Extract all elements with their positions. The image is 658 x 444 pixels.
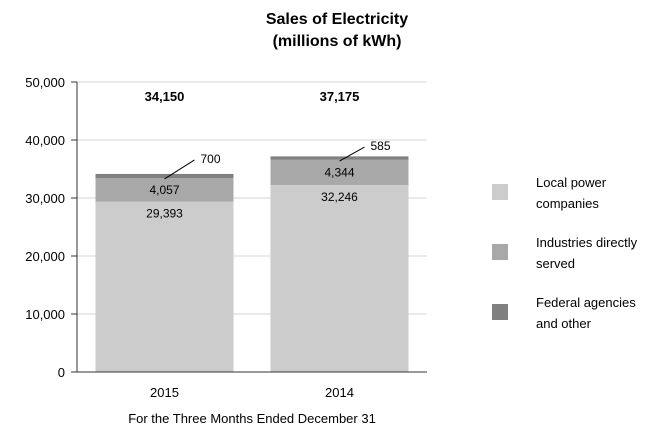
segment-value-label: 4,057 — [149, 183, 179, 197]
y-tick-label: 20,000 — [25, 249, 65, 264]
y-tick-label: 30,000 — [25, 191, 65, 206]
legend-label: Industries directly — [536, 235, 638, 250]
bar-total-label: 37,175 — [320, 89, 360, 104]
legend-label: and other — [536, 316, 592, 331]
bar-segment — [95, 201, 234, 372]
legend-label: served — [536, 256, 575, 271]
bar-segment — [95, 177, 234, 202]
chart-title-line-2: (millions of kWh) — [273, 33, 402, 50]
annotation-leader-line — [164, 159, 195, 180]
axes: 0 10,000 20,000 30,000 40,000 50,000 2015 2014 — [25, 75, 427, 400]
chart-title-line-1: Sales of Electricity — [266, 11, 408, 28]
x-axis-label: For the Three Months Ended December 31 — [128, 411, 376, 426]
bar-segment — [270, 184, 409, 372]
y-tick-label: 10,000 — [25, 307, 65, 322]
segment-value-label: 29,393 — [146, 207, 183, 221]
annotation-leader-line — [339, 146, 365, 162]
segment-value-label: 700 — [201, 152, 221, 166]
legend-label: companies — [536, 196, 599, 211]
segment-value-label: 32,246 — [321, 190, 358, 204]
chart-title: Sales of Electricity (millions of kWh) — [266, 11, 408, 50]
bar-segment — [95, 173, 234, 178]
bar-segment — [270, 159, 409, 185]
x-tick-label: 2015 — [150, 385, 179, 400]
legend-swatch — [492, 184, 508, 200]
legend-label: Federal agencies — [536, 295, 636, 310]
bar-segment — [270, 156, 409, 160]
y-tick-label: 40,000 — [25, 133, 65, 148]
legend-swatch — [492, 244, 508, 260]
segment-value-label: 585 — [371, 139, 391, 153]
legend-swatch — [492, 304, 508, 320]
segment-value-label: 4,344 — [324, 165, 354, 179]
bar-total-label: 34,150 — [145, 89, 185, 104]
legend-label: Local power — [536, 175, 607, 190]
x-tick-label: 2014 — [325, 385, 354, 400]
bars: 29,393 4,057 700 34,150 32,246 4,344 585 37,175 — [95, 89, 409, 372]
y-tick-label: 50,000 — [25, 75, 65, 90]
legend: Local power companies Industries directly s… — [492, 175, 638, 331]
y-tick-label: 0 — [58, 365, 65, 380]
